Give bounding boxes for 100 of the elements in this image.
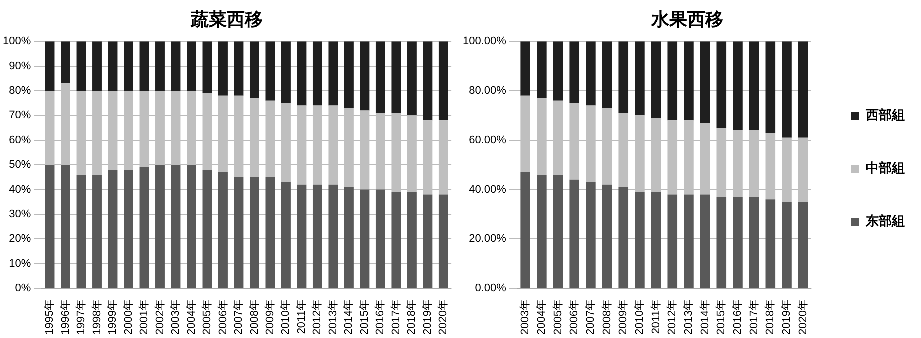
y-tick-label: 20.00% — [469, 233, 507, 246]
chart-title: 蔬菜西移 — [190, 9, 263, 30]
x-tick-label: 2016年 — [732, 300, 744, 336]
bar — [423, 42, 433, 121]
y-tick-label: 50% — [9, 159, 32, 172]
x-tick-label: 2011年 — [650, 300, 662, 334]
bar — [392, 42, 402, 114]
bar — [328, 42, 338, 106]
bar — [407, 42, 417, 116]
bar — [392, 192, 402, 288]
bar — [61, 165, 70, 288]
bar — [108, 170, 118, 288]
bar — [328, 184, 338, 288]
bar — [312, 42, 322, 106]
x-tick-label: 2001年 — [138, 300, 151, 336]
bar — [537, 174, 547, 288]
bar — [749, 197, 760, 288]
x-tick-label: 2006年 — [568, 300, 581, 336]
x-tick-label: 2009年 — [618, 300, 630, 336]
bar — [156, 165, 165, 288]
x-tick-label: 2012年 — [312, 300, 324, 336]
x-tick-label: 2015年 — [358, 300, 371, 336]
x-tick-label: 2010年 — [634, 300, 646, 336]
bar — [618, 42, 629, 114]
bar — [668, 194, 678, 288]
bar — [733, 197, 743, 288]
bar — [586, 42, 596, 106]
x-tick-label: 2018年 — [764, 300, 777, 336]
x-tick-label: 2020年 — [797, 300, 810, 336]
chart-title: 水果西移 — [650, 9, 724, 30]
bar — [234, 42, 244, 96]
bar — [297, 42, 307, 106]
bar — [602, 42, 612, 108]
bar — [171, 165, 181, 288]
bar — [281, 182, 291, 288]
x-tick-label: 2005年 — [552, 300, 564, 336]
x-tick-label: 2016年 — [374, 300, 387, 336]
y-tick-label: 80% — [9, 85, 32, 98]
bar — [635, 42, 645, 116]
x-tick-label: 1999年 — [107, 300, 120, 336]
bar — [344, 187, 354, 288]
bar — [700, 42, 710, 124]
bar — [171, 42, 181, 91]
x-tick-label: 1998年 — [91, 300, 104, 336]
bar — [766, 200, 776, 288]
bar — [407, 192, 417, 288]
x-tick-label: 2006年 — [217, 300, 230, 336]
x-tick-label: 2008年 — [601, 300, 614, 336]
bar — [61, 42, 70, 84]
y-tick-label: 90% — [9, 60, 32, 72]
bar — [140, 42, 150, 91]
x-tick-label: 2017年 — [748, 300, 760, 336]
bar — [782, 202, 792, 288]
y-tick-label: 0.00% — [475, 282, 507, 295]
y-tick-label: 30% — [9, 208, 32, 220]
bar — [187, 165, 196, 288]
x-tick-label: 2014年 — [343, 300, 356, 336]
bar — [651, 192, 662, 288]
x-tick-label: 2000年 — [122, 300, 135, 336]
bar — [108, 42, 118, 91]
x-tick-label: 2003年 — [170, 300, 182, 336]
bar — [553, 42, 564, 101]
bar — [700, 194, 710, 288]
bar — [766, 42, 776, 133]
bar — [602, 184, 612, 288]
bar — [749, 42, 760, 130]
x-tick-label: 2019年 — [781, 300, 794, 336]
x-tick-label: 2020年 — [438, 300, 450, 336]
x-tick-label: 2010年 — [280, 300, 292, 336]
x-tick-label: 2004年 — [536, 300, 548, 336]
bar — [520, 42, 530, 96]
bar — [570, 42, 580, 104]
y-tick-label: 0% — [15, 282, 32, 295]
y-tick-label: 60.00% — [469, 134, 507, 146]
bar — [312, 184, 322, 288]
x-tick-label: 1995年 — [44, 300, 56, 336]
x-tick-label: 2005年 — [202, 300, 214, 336]
bar — [124, 42, 134, 91]
bar — [344, 42, 354, 108]
y-tick-label: 100.00% — [462, 36, 507, 48]
bar — [140, 168, 150, 288]
bar — [684, 194, 694, 288]
bar — [798, 42, 808, 138]
x-tick-label: 2008年 — [248, 300, 261, 336]
y-tick-label: 20% — [9, 233, 32, 246]
x-tick-label: 2012年 — [666, 300, 679, 336]
bar — [376, 42, 386, 114]
bar — [798, 202, 808, 288]
bar — [376, 190, 386, 288]
x-tick-label: 2002年 — [154, 300, 166, 336]
x-tick-label: 2007年 — [233, 300, 246, 336]
bar — [234, 177, 244, 288]
y-tick-label: 80.00% — [469, 85, 507, 98]
y-tick-label: 60% — [9, 134, 32, 146]
bar — [266, 42, 276, 101]
bar — [156, 42, 165, 91]
bar — [92, 42, 102, 91]
bar — [651, 42, 662, 118]
bar — [187, 42, 196, 91]
x-tick-label: 2014年 — [699, 300, 712, 336]
